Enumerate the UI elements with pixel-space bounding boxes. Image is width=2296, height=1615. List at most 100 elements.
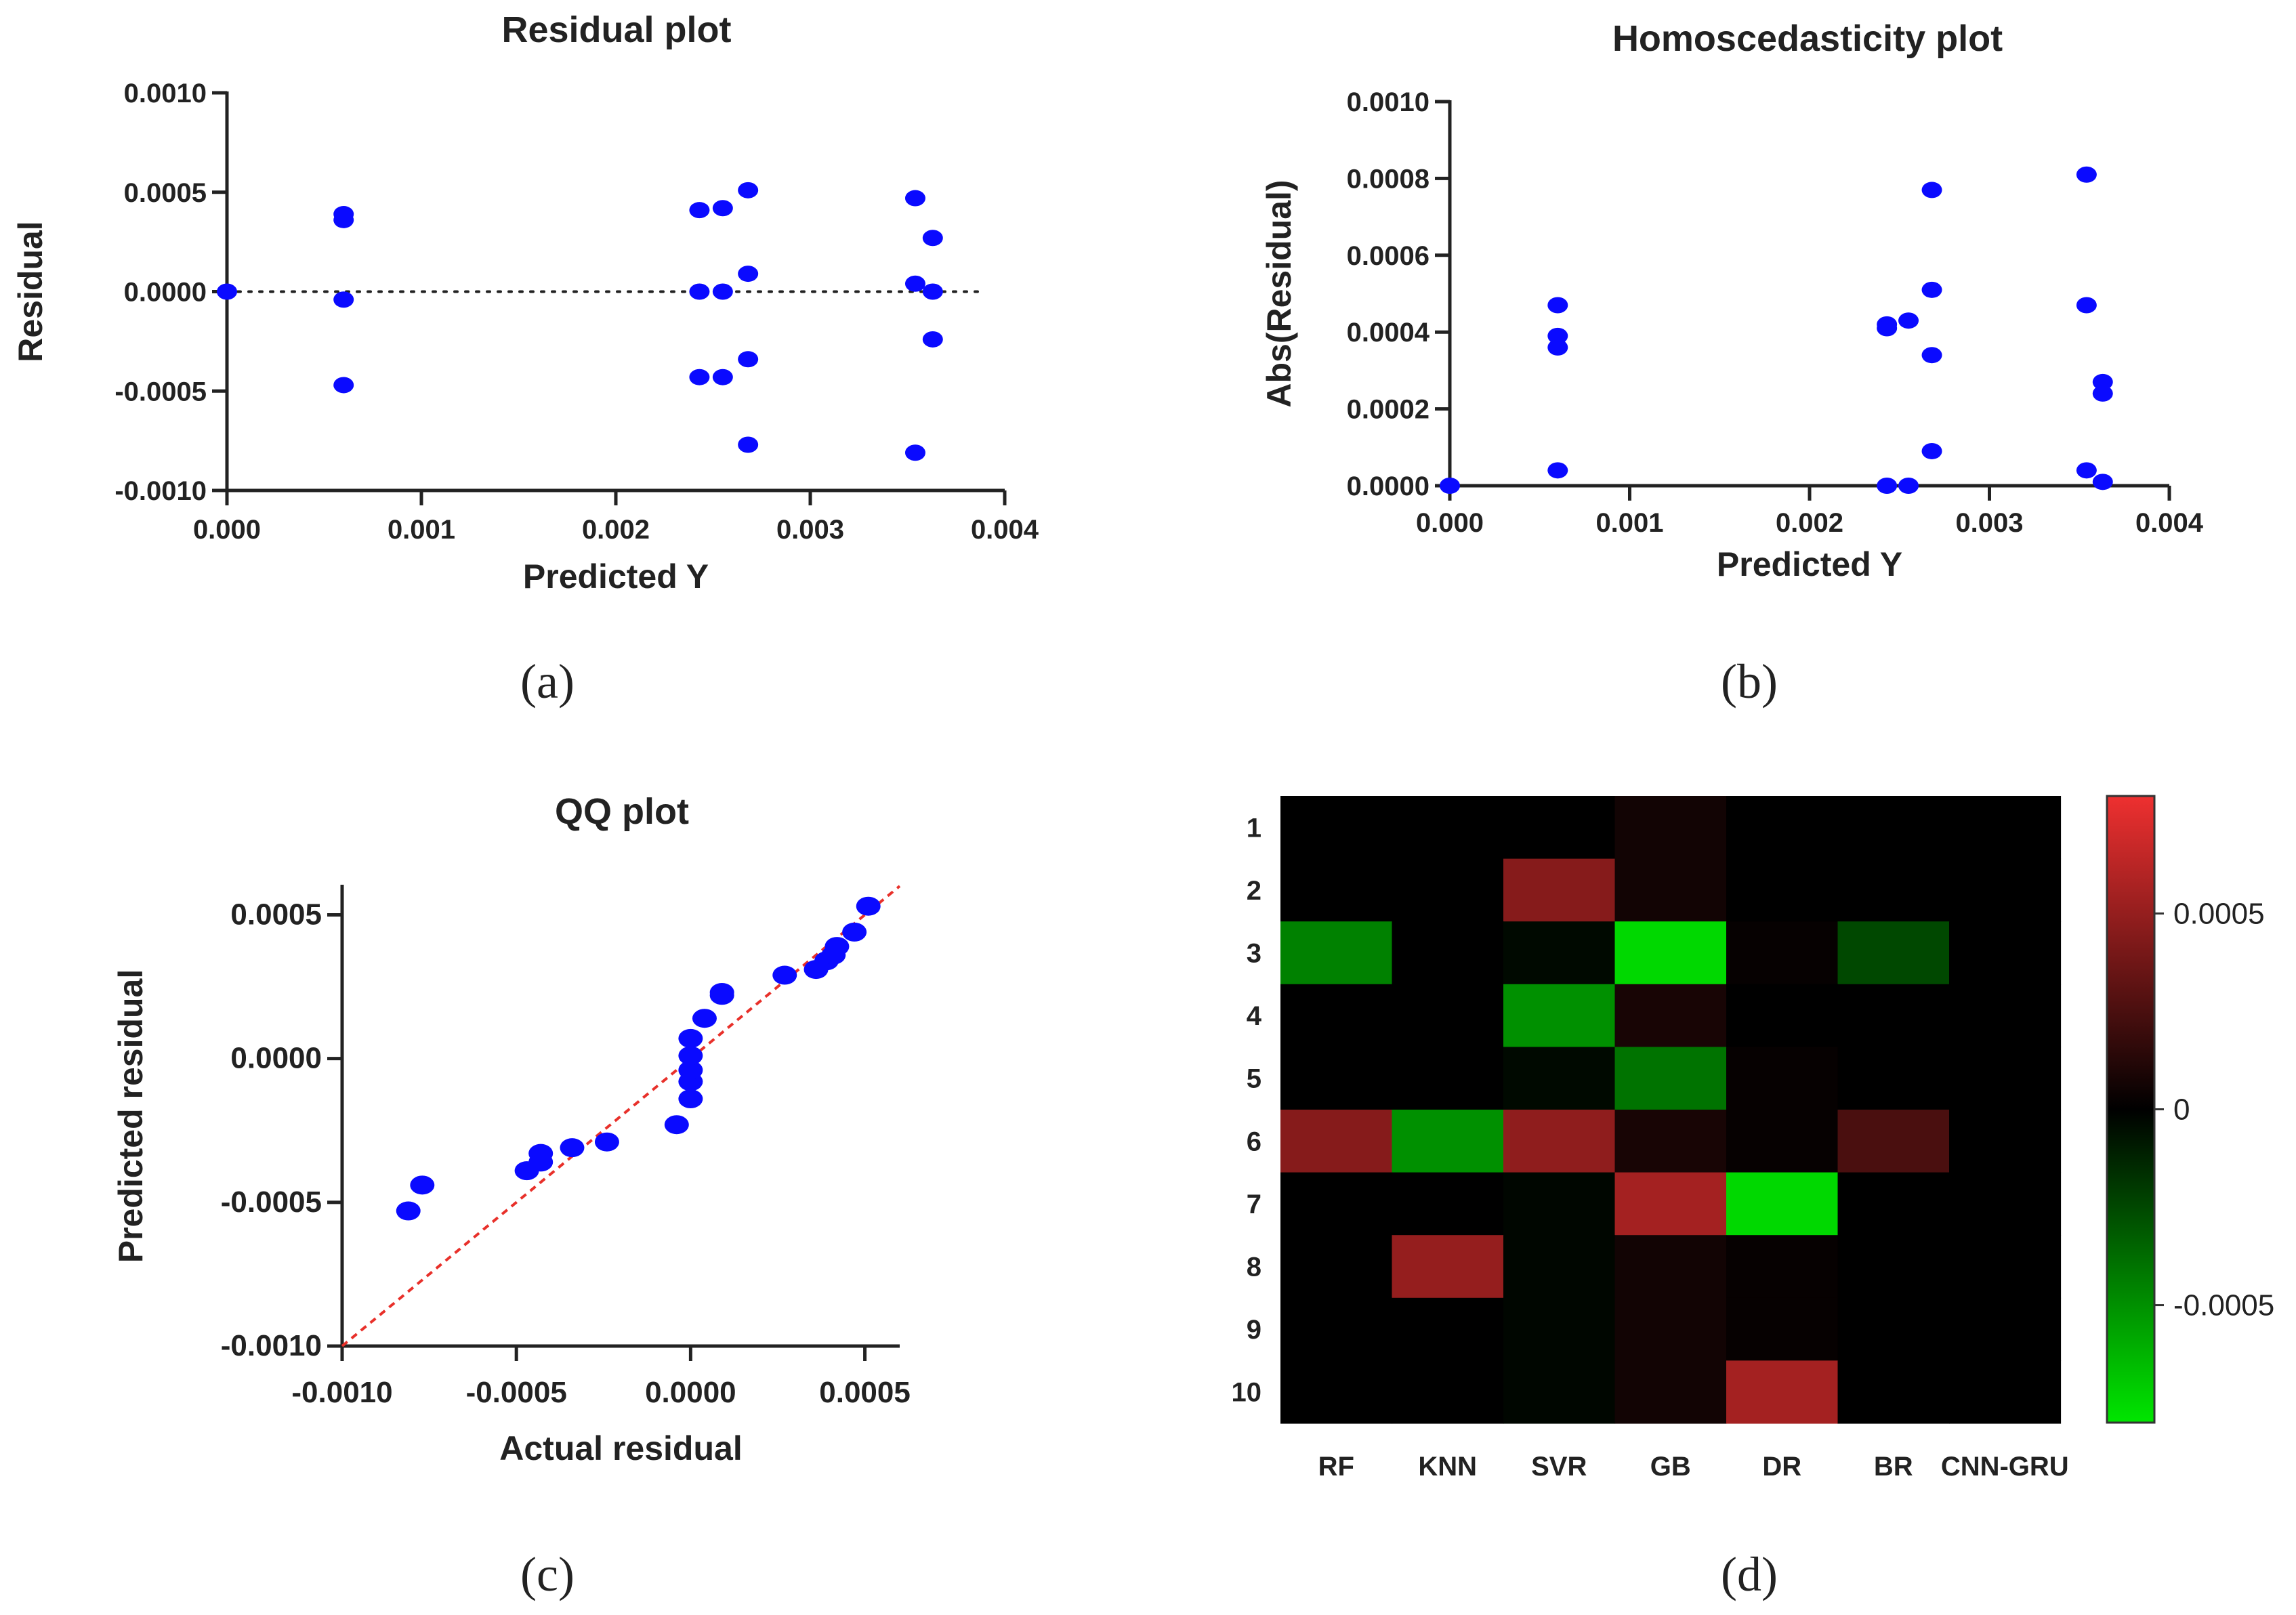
data-point <box>2076 462 2097 479</box>
data-point <box>772 965 797 985</box>
data-point <box>689 369 710 385</box>
colorbar <box>2106 795 2156 1424</box>
data-point <box>1898 478 1919 494</box>
heatmap-cell <box>1614 1297 1727 1361</box>
data-point <box>712 369 733 385</box>
data-point <box>1877 320 1898 337</box>
heatmap-cell <box>1949 796 2062 860</box>
y-tick-label: 0.0000 <box>230 1042 322 1075</box>
x-axis-label: Predicted Y <box>523 558 709 595</box>
data-point <box>678 1046 703 1066</box>
x-axis-label: Actual residual <box>499 1429 742 1467</box>
y-tick-label: -0.0005 <box>221 1186 322 1219</box>
heatmap-cell <box>1614 796 1727 860</box>
heatmap-column-label: RF <box>1318 1452 1354 1482</box>
residual-plot: Residual plot Predicted Y Residual 0.000 0.0… <box>12 9 1039 595</box>
panel-label-c: (c) <box>520 1547 575 1601</box>
data-point <box>2092 385 2113 402</box>
heatmap-cell <box>1837 796 1950 860</box>
heatmap-cell <box>1280 796 1393 860</box>
y-axis-label: Abs(Residual) <box>1260 180 1298 407</box>
heatmap-cell <box>1503 921 1616 985</box>
y-tick-label: 0.0004 <box>1347 318 1430 348</box>
data-point <box>738 436 759 453</box>
heatmap-row-label: 8 <box>1247 1253 1261 1282</box>
heatmap-cell <box>1392 858 1504 922</box>
heatmap-cell <box>1503 1047 1616 1110</box>
chart-title: Homoscedasticity plot <box>1612 18 2003 59</box>
x-tick-label: 0.003 <box>1955 508 2023 538</box>
heatmap-cell <box>1503 796 1616 860</box>
data-point <box>904 190 925 207</box>
heatmap-cell <box>1280 858 1393 922</box>
heatmap-row-label: 6 <box>1247 1127 1261 1156</box>
data-point <box>528 1144 554 1163</box>
heatmap-cell <box>1837 1172 1950 1236</box>
heatmap-cell <box>1392 1235 1504 1299</box>
x-tick-label: 0.0005 <box>819 1376 911 1409</box>
x-tick-label: -0.0010 <box>291 1376 392 1409</box>
chart-title: QQ plot <box>555 791 689 832</box>
heatmap-cell <box>1949 921 2062 985</box>
heatmap-cell <box>1726 858 1839 922</box>
data-point <box>1898 312 1919 329</box>
heatmap-cell <box>1392 984 1504 1047</box>
data-point <box>842 922 867 942</box>
heatmap-row-label: 5 <box>1247 1064 1261 1094</box>
data-point <box>664 1115 689 1135</box>
heatmap-cell <box>1614 1047 1727 1110</box>
heatmap-cell <box>1280 1110 1393 1173</box>
heatmap-cell <box>1837 1297 1950 1361</box>
heatmap-column-label: KNN <box>1418 1452 1477 1482</box>
heatmap-cell <box>1837 1360 1950 1424</box>
data-point <box>1547 297 1568 314</box>
data-point <box>333 291 354 308</box>
panel-label-d: (d) <box>1721 1547 1778 1601</box>
data-point <box>922 230 943 247</box>
data-point <box>689 202 710 219</box>
data-point <box>709 983 734 1003</box>
heatmap-cell <box>1726 984 1839 1047</box>
heatmap-cell <box>1392 1110 1504 1173</box>
data-point <box>1921 442 1942 459</box>
heatmap-cell <box>1837 858 1950 922</box>
heatmap-column-label: DR <box>1762 1452 1801 1482</box>
heatmap-row-label: 9 <box>1247 1315 1261 1345</box>
x-axis-label: Predicted Y <box>1717 545 1902 583</box>
colorbar-tick-label: -0.0005 <box>2173 1289 2274 1322</box>
data-point <box>1547 462 1568 479</box>
heatmap-cell <box>1949 1172 2062 1236</box>
data-point <box>1440 478 1460 494</box>
y-tick-label: 0.0002 <box>1347 395 1429 425</box>
heatmap-cell <box>1392 1297 1504 1361</box>
x-tick-label: 0.0000 <box>645 1376 736 1409</box>
heatmap-cell <box>1949 1110 2062 1173</box>
residual-heatmap: 1 2 3 4 5 6 7 8 9 10 RF KNN SVR GB DR BR CNN-GRU 0.0005 0 -… <box>1232 795 2274 1482</box>
x-tick-label: 0.002 <box>1776 508 1843 538</box>
heatmap-cell <box>1392 1360 1504 1424</box>
heatmap-cell <box>1726 1172 1839 1236</box>
x-tick-label: 0.001 <box>1595 508 1663 538</box>
x-tick-label: -0.0005 <box>466 1376 567 1409</box>
heatmap-cell <box>1392 796 1504 860</box>
y-axis-label: Predicted residual <box>112 969 150 1263</box>
heatmap-column-label: BR <box>1874 1452 1913 1482</box>
data-point <box>738 182 759 198</box>
heatmap-cell <box>1726 921 1839 985</box>
panel-label-b: (b) <box>1721 654 1778 709</box>
heatmap-cell <box>1949 858 2062 922</box>
data-point <box>1921 182 1942 198</box>
heatmap-cell <box>1949 1047 2062 1110</box>
identity-reference-line <box>341 885 901 1347</box>
data-point <box>1547 327 1568 344</box>
heatmap-cell <box>1280 984 1393 1047</box>
x-tick-label: 0.000 <box>1416 508 1484 538</box>
y-tick-label: 0.0010 <box>124 79 207 108</box>
x-tick-label: 0.000 <box>193 515 261 545</box>
heatmap-column-label: GB <box>1650 1452 1691 1482</box>
data-point <box>2092 474 2113 490</box>
heatmap-cell <box>1614 858 1727 922</box>
heatmap-cell <box>1614 1172 1727 1236</box>
heatmap-cell <box>1837 1110 1950 1173</box>
chart-title: Residual plot <box>501 9 731 50</box>
